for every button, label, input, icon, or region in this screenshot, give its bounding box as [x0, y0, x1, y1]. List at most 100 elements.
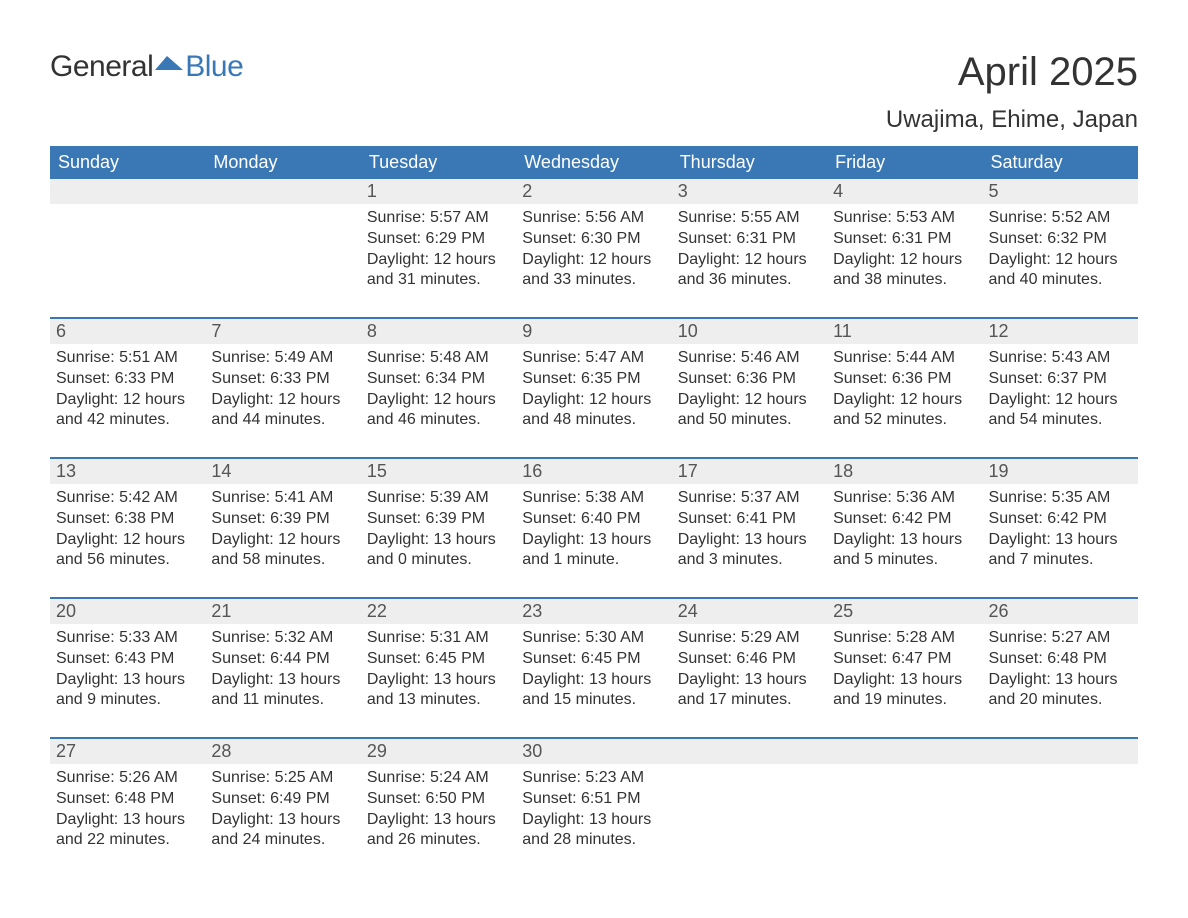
- day-info-line: Sunrise: 5:24 AM: [367, 768, 510, 789]
- day-info-line: Daylight: 12 hours: [989, 250, 1132, 271]
- day-info-line: and 50 minutes.: [678, 410, 821, 431]
- day-info-line: Sunrise: 5:49 AM: [211, 348, 354, 369]
- day-info-line: Sunrise: 5:31 AM: [367, 628, 510, 649]
- day-info-line: Sunrise: 5:57 AM: [367, 208, 510, 229]
- day-number: 11: [827, 319, 982, 344]
- day-number: 12: [983, 319, 1138, 344]
- day-body: Sunrise: 5:36 AMSunset: 6:42 PMDaylight:…: [827, 484, 982, 585]
- day-body: Sunrise: 5:35 AMSunset: 6:42 PMDaylight:…: [983, 484, 1138, 585]
- day-info-line: Daylight: 13 hours: [367, 810, 510, 831]
- day-info-line: and 48 minutes.: [522, 410, 665, 431]
- day-info-line: Sunset: 6:40 PM: [522, 509, 665, 530]
- day-info-line: Sunrise: 5:30 AM: [522, 628, 665, 649]
- day-info-line: Daylight: 13 hours: [678, 670, 821, 691]
- day-info-line: Daylight: 13 hours: [522, 810, 665, 831]
- day-body: [205, 204, 360, 305]
- day-info-line: Sunrise: 5:48 AM: [367, 348, 510, 369]
- day-info-line: and 56 minutes.: [56, 550, 199, 571]
- day-body: Sunrise: 5:46 AMSunset: 6:36 PMDaylight:…: [672, 344, 827, 445]
- day-info-line: Sunrise: 5:43 AM: [989, 348, 1132, 369]
- day-number: [827, 739, 982, 764]
- day-info-line: Sunset: 6:30 PM: [522, 229, 665, 250]
- day-number: 21: [205, 599, 360, 624]
- day-body: Sunrise: 5:56 AMSunset: 6:30 PMDaylight:…: [516, 204, 671, 305]
- day-info-line: Daylight: 12 hours: [989, 390, 1132, 411]
- day-body: Sunrise: 5:25 AMSunset: 6:49 PMDaylight:…: [205, 764, 360, 865]
- day-number: 14: [205, 459, 360, 484]
- day-number: 18: [827, 459, 982, 484]
- day-info-line: Sunset: 6:51 PM: [522, 789, 665, 810]
- day-body: Sunrise: 5:30 AMSunset: 6:45 PMDaylight:…: [516, 624, 671, 725]
- week-row: 12345 Sunrise: 5:57 AMSunset: 6:29 PM Dayl…: [50, 179, 1138, 313]
- day-body: Sunrise: 5:31 AMSunset: 6:45 PMDaylight:…: [361, 624, 516, 725]
- day-info-line: Daylight: 13 hours: [833, 530, 976, 551]
- day-info-line: and 9 minutes.: [56, 690, 199, 711]
- day-info-line: Daylight: 12 hours: [211, 530, 354, 551]
- day-of-week-header: Saturday: [983, 146, 1138, 179]
- day-body: Sunrise: 5:41 AMSunset: 6:39 PMDaylight:…: [205, 484, 360, 585]
- day-body: Sunrise: 5:53 AMSunset: 6:31 PMDaylight:…: [827, 204, 982, 305]
- day-info-line: Sunset: 6:43 PM: [56, 649, 199, 670]
- day-info-line: Sunrise: 5:55 AM: [678, 208, 821, 229]
- day-body: [983, 764, 1138, 865]
- day-info-line: Sunset: 6:36 PM: [833, 369, 976, 390]
- day-body: Sunrise: 5:57 AMSunset: 6:29 PMDaylight:…: [361, 204, 516, 305]
- day-info-line: Sunset: 6:45 PM: [522, 649, 665, 670]
- day-info-line: Daylight: 13 hours: [833, 670, 976, 691]
- title-block: April 2025 Uwajima, Ehime, Japan: [886, 50, 1138, 134]
- day-info-line: Sunset: 6:29 PM: [367, 229, 510, 250]
- day-info-line: and 31 minutes.: [367, 270, 510, 291]
- day-info-line: and 36 minutes.: [678, 270, 821, 291]
- day-info-line: Sunset: 6:48 PM: [989, 649, 1132, 670]
- day-number: 2: [516, 179, 671, 204]
- day-info-line: Sunrise: 5:29 AM: [678, 628, 821, 649]
- day-body: Sunrise: 5:48 AMSunset: 6:34 PMDaylight:…: [361, 344, 516, 445]
- day-body-row: Sunrise: 5:51 AMSunset: 6:33 PMDaylight:…: [50, 344, 1138, 445]
- day-body: Sunrise: 5:44 AMSunset: 6:36 PMDaylight:…: [827, 344, 982, 445]
- day-info-line: and 17 minutes.: [678, 690, 821, 711]
- day-number-row: 27282930: [50, 739, 1138, 764]
- day-info-line: and 3 minutes.: [678, 550, 821, 571]
- day-info-line: Sunset: 6:32 PM: [989, 229, 1132, 250]
- day-info-line: Daylight: 12 hours: [56, 530, 199, 551]
- day-body: Sunrise: 5:32 AMSunset: 6:44 PMDaylight:…: [205, 624, 360, 725]
- day-body: Sunrise: 5:27 AMSunset: 6:48 PMDaylight:…: [983, 624, 1138, 725]
- day-number: [983, 739, 1138, 764]
- day-info-line: Sunset: 6:31 PM: [678, 229, 821, 250]
- day-body: [50, 204, 205, 305]
- day-info-line: Sunset: 6:49 PM: [211, 789, 354, 810]
- page-title: April 2025: [886, 50, 1138, 94]
- day-info-line: and 11 minutes.: [211, 690, 354, 711]
- day-body: [827, 764, 982, 865]
- day-body: Sunrise: 5:43 AMSunset: 6:37 PMDaylight:…: [983, 344, 1138, 445]
- day-info-line: Sunrise: 5:46 AM: [678, 348, 821, 369]
- day-number: 16: [516, 459, 671, 484]
- day-info-line: Sunrise: 5:28 AM: [833, 628, 976, 649]
- day-info-line: and 13 minutes.: [367, 690, 510, 711]
- day-info-line: Sunrise: 5:37 AM: [678, 488, 821, 509]
- day-body: Sunrise: 5:42 AMSunset: 6:38 PMDaylight:…: [50, 484, 205, 585]
- day-info-line: and 42 minutes.: [56, 410, 199, 431]
- day-number-row: 6789101112: [50, 319, 1138, 344]
- day-info-line: Sunrise: 5:32 AM: [211, 628, 354, 649]
- day-info-line: Sunrise: 5:56 AM: [522, 208, 665, 229]
- day-number-row: 13141516171819: [50, 459, 1138, 484]
- logo: General Blue: [50, 50, 243, 84]
- day-body: Sunrise: 5:26 AMSunset: 6:48 PMDaylight:…: [50, 764, 205, 865]
- weeks-container: 12345 Sunrise: 5:57 AMSunset: 6:29 PM Dayl…: [50, 179, 1138, 873]
- day-body: Sunrise: 5:52 AMSunset: 6:32 PMDaylight:…: [983, 204, 1138, 305]
- day-info-line: Sunrise: 5:39 AM: [367, 488, 510, 509]
- week-row: 6789101112Sunrise: 5:51 AMSunset: 6:33 P…: [50, 317, 1138, 453]
- day-number: 5: [983, 179, 1138, 204]
- day-info-line: Sunset: 6:31 PM: [833, 229, 976, 250]
- day-info-line: Sunset: 6:42 PM: [833, 509, 976, 530]
- day-body: Sunrise: 5:29 AMSunset: 6:46 PMDaylight:…: [672, 624, 827, 725]
- day-info-line: and 5 minutes.: [833, 550, 976, 571]
- day-body-row: Sunrise: 5:57 AMSunset: 6:29 PM Daylight:…: [50, 204, 1138, 305]
- day-body: Sunrise: 5:38 AMSunset: 6:40 PMDaylight:…: [516, 484, 671, 585]
- day-info-line: Sunset: 6:37 PM: [989, 369, 1132, 390]
- day-number-row: 12345: [50, 179, 1138, 204]
- day-of-week-header-row: SundayMondayTuesdayWednesdayThursdayFrid…: [50, 146, 1138, 179]
- day-info-line: and 15 minutes.: [522, 690, 665, 711]
- day-info-line: Daylight: 13 hours: [367, 670, 510, 691]
